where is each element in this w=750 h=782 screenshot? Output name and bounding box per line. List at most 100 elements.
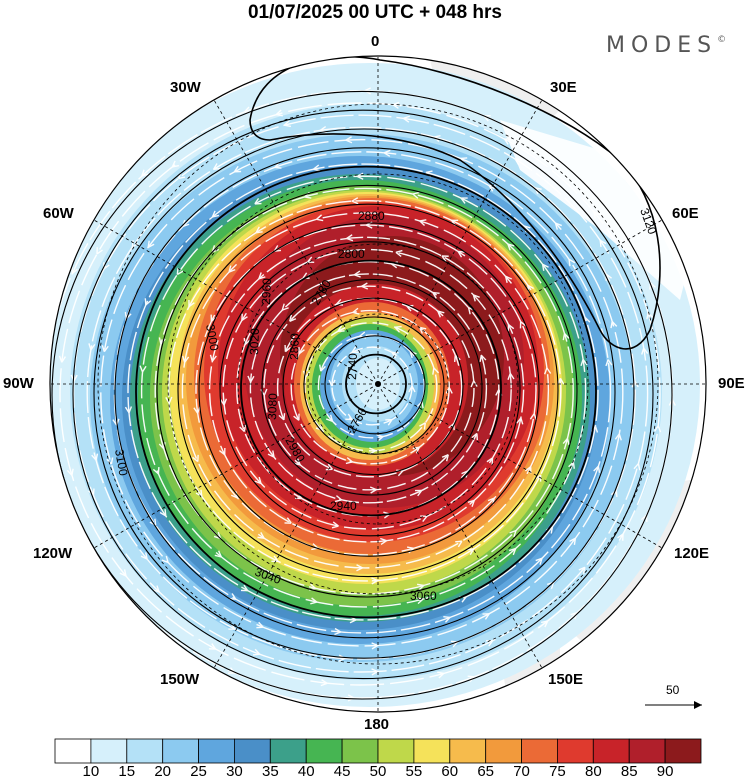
meridian-line xyxy=(213,383,379,669)
streamline-arrow xyxy=(471,432,479,441)
streamline-arrow xyxy=(617,533,624,541)
streamline-arrow xyxy=(605,359,613,367)
streamline-arrow xyxy=(356,564,363,572)
streamline-arrow xyxy=(320,679,328,687)
meridian-line xyxy=(377,383,543,669)
contour-label: 3000 xyxy=(203,323,221,352)
streamline-arrow xyxy=(284,517,292,524)
streamline-arrow xyxy=(275,109,283,117)
streamline-arrow xyxy=(219,398,228,406)
streamline xyxy=(140,175,587,608)
streamline-arrow xyxy=(507,323,515,332)
streamline-arrow xyxy=(254,476,262,485)
streamline-arrow xyxy=(345,136,353,144)
pole-marker xyxy=(375,381,381,387)
contour-line xyxy=(282,297,464,476)
streamline-arrow xyxy=(345,413,353,421)
streamline-arrow xyxy=(271,555,279,563)
streamline-arrow xyxy=(192,454,199,463)
streamline-arrow xyxy=(376,434,384,442)
streamline-arrow xyxy=(599,239,607,248)
streamline-arrow xyxy=(188,299,195,308)
streamline-arrow xyxy=(385,418,393,426)
streamline-arrow xyxy=(455,540,463,548)
streamline-arrow xyxy=(351,197,359,205)
low-wind-corridor xyxy=(500,120,690,300)
lon-label-150e: 150E xyxy=(548,671,584,688)
streamline-arrow xyxy=(509,529,517,538)
streamline-arrow xyxy=(258,272,266,280)
streamline-arrow xyxy=(432,291,440,299)
streamline-arrow xyxy=(325,414,334,422)
streamline xyxy=(59,102,661,686)
streamline-arrow xyxy=(394,325,402,333)
streamline-arrow xyxy=(371,642,379,650)
streamline-arrow xyxy=(402,115,410,123)
streamline-arrow xyxy=(420,515,428,522)
latitude-circle xyxy=(97,103,659,665)
streamline-arrow xyxy=(319,364,326,372)
streamline-arrow xyxy=(414,489,423,497)
streamline-arrow xyxy=(614,433,622,441)
streamline xyxy=(181,212,550,569)
lon-label-30w: 30W xyxy=(170,79,201,96)
streamline-arrow xyxy=(325,463,334,471)
streamline-arrow xyxy=(593,465,601,473)
streamline-arrow xyxy=(437,671,445,679)
streamline-arrow xyxy=(101,345,109,353)
colorbar-level-label: 40 xyxy=(297,763,315,780)
streamline-arrow xyxy=(140,552,148,560)
colorbar-level-label: 60 xyxy=(441,763,459,780)
streamline-arrow xyxy=(467,499,475,507)
streamline-arrow xyxy=(212,163,221,170)
streamline-arrow xyxy=(432,367,440,375)
colorbar-level-label: 85 xyxy=(620,763,638,780)
streamline-arrow xyxy=(337,325,345,332)
streamline-arrow xyxy=(441,454,449,462)
contour-line xyxy=(240,259,502,517)
streamline-arrow xyxy=(369,486,377,494)
streamline-arrow xyxy=(412,191,420,199)
streamline-arrow xyxy=(152,467,160,475)
streamline-arrow xyxy=(514,158,522,166)
lon-label-30e: 30E xyxy=(550,79,577,96)
streamline-arrow xyxy=(578,566,586,574)
streamline-arrow xyxy=(504,275,513,283)
streamline-arrow xyxy=(152,585,160,593)
streamline-arrow xyxy=(371,668,379,676)
streamline-arrow xyxy=(131,240,139,248)
streamline-arrow xyxy=(316,214,324,222)
streamline-arrow xyxy=(328,379,336,387)
streamline xyxy=(263,285,475,491)
contour-line xyxy=(219,241,521,537)
streamline-arrow xyxy=(507,373,515,380)
streamline-arrow xyxy=(408,385,416,393)
wind-streamlines xyxy=(50,87,676,702)
lon-label-120w: 120W xyxy=(33,545,73,562)
contour-3120-ridge xyxy=(249,56,661,350)
streamline-arrow xyxy=(267,450,275,458)
colorbar-level-label: 35 xyxy=(261,763,279,780)
streamline-arrow xyxy=(383,149,391,157)
streamline-arrow xyxy=(241,313,248,321)
streamline-arrow xyxy=(419,422,426,430)
streamline-arrow xyxy=(147,240,155,249)
streamline-arrow xyxy=(482,613,490,620)
wind-reference-label: 50 xyxy=(666,683,680,697)
streamline-arrow xyxy=(209,354,217,362)
streamline-arrow xyxy=(119,569,127,577)
streamline xyxy=(100,138,624,647)
streamline-arrow xyxy=(240,584,249,592)
streamline xyxy=(127,163,599,621)
streamline-arrow xyxy=(412,446,420,454)
streamline-arrow xyxy=(281,303,289,311)
contour-line xyxy=(72,109,654,680)
colorbar-level-label: 15 xyxy=(118,763,136,780)
streamline-arrow xyxy=(257,532,265,539)
lon-label-150w: 150W xyxy=(160,671,200,688)
streamline-arrow xyxy=(353,270,361,278)
streamline xyxy=(113,151,612,634)
lon-label-120e: 120E xyxy=(674,545,710,562)
streamline-arrow xyxy=(633,463,641,471)
meridian-line xyxy=(213,99,379,385)
